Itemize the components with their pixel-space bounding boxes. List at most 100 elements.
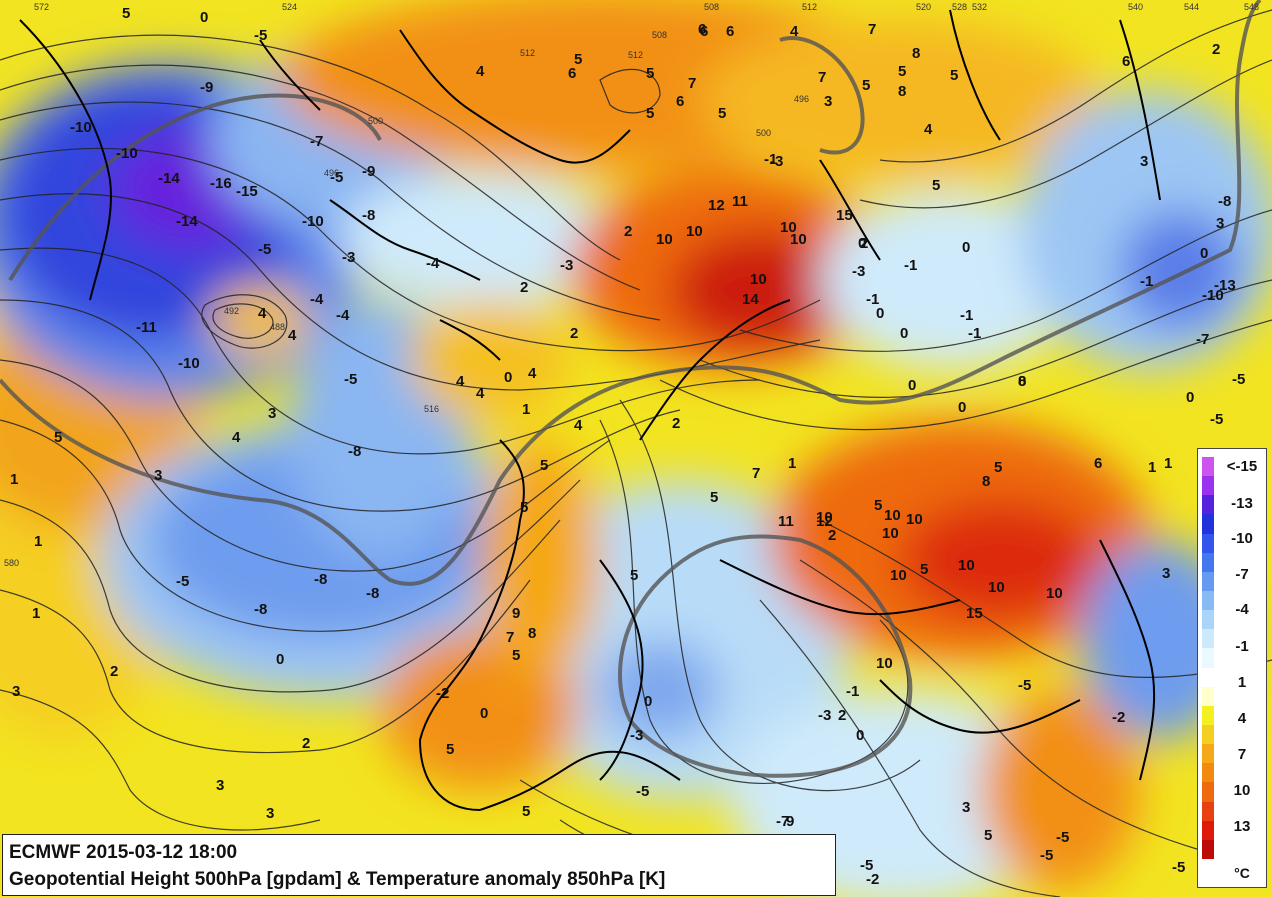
anomaly-labels: 5 0 -5 -9 -10 -14 -16 -15 -14 -10 -5 -11… — [10, 5, 1245, 888]
anomaly-label: -11 — [136, 319, 157, 336]
anomaly-label: 7 — [688, 75, 696, 92]
anomaly-label: 6 — [676, 93, 684, 110]
height-label: 540 — [1128, 2, 1143, 12]
height-label: 520 — [916, 2, 931, 12]
legend-color-swatch — [1202, 629, 1214, 649]
anomaly-label: 6 — [726, 23, 734, 40]
anomaly-label: -14 — [158, 170, 180, 187]
anomaly-label: 5 — [522, 803, 530, 820]
anomaly-label: -10 — [116, 145, 138, 162]
anomaly-label: 6 — [1094, 455, 1102, 472]
anomaly-label: -5 — [330, 169, 343, 186]
anomaly-label: 5 — [932, 177, 940, 194]
color-scale-bar — [1202, 457, 1214, 859]
anomaly-label: -5 — [1018, 677, 1031, 694]
anomaly-label: 10 — [958, 557, 975, 574]
anomaly-label: -1 — [764, 151, 777, 168]
anomaly-label: 5 — [646, 105, 654, 122]
legend-color-swatch — [1202, 820, 1214, 840]
anomaly-label: 10 — [882, 525, 899, 542]
anomaly-label: 15 — [836, 207, 853, 224]
height-label: 512 — [802, 2, 817, 12]
anomaly-label: 2 — [624, 223, 632, 240]
anomaly-label: 5 — [898, 63, 906, 80]
anomaly-label: -5 — [344, 371, 357, 388]
caption-parameters: Geopotential Height 500hPa [gpdam] & Tem… — [9, 869, 666, 890]
coastlines — [19, 9, 1161, 811]
legend-color-swatch — [1202, 495, 1214, 515]
anomaly-label: 5 — [862, 77, 870, 94]
height-label: 496 — [324, 168, 339, 178]
height-label: 488 — [270, 322, 285, 332]
legend-color-swatch — [1202, 514, 1214, 534]
legend-tick: -1 — [1235, 638, 1249, 655]
anomaly-label: 5 — [520, 499, 528, 516]
height-label: 580 — [4, 558, 19, 568]
anomaly-label: 2 — [672, 415, 680, 432]
height-label: 500 — [368, 116, 383, 126]
anomaly-label: 2 — [838, 707, 846, 724]
anomaly-label: 2 — [520, 279, 528, 296]
anomaly-label: -3 — [818, 707, 831, 724]
height-label: 500 — [756, 128, 771, 138]
anomaly-label: 8 — [1018, 373, 1026, 390]
anomaly-label: 0 — [858, 235, 866, 252]
color-scale-legend: <-15 -13 -10 -7 -4 -1 1 4 7 10 13 °C — [1197, 448, 1267, 888]
anomaly-label: 3 — [12, 683, 20, 700]
anomaly-label: -2 — [436, 685, 449, 702]
anomaly-label: 5 — [574, 51, 582, 68]
anomaly-label: -4 — [336, 307, 350, 324]
anomaly-label: 10 — [780, 219, 797, 236]
anomaly-label: 1 — [522, 401, 530, 418]
legend-color-swatch — [1202, 724, 1214, 745]
anomaly-label: 0 — [644, 693, 652, 710]
anomaly-label: 1 — [10, 471, 18, 488]
anomaly-label: 2 — [860, 235, 868, 252]
anomaly-label: 3 — [1162, 565, 1170, 582]
anomaly-label: -7 — [310, 133, 323, 150]
anomaly-label: 12 — [708, 197, 725, 214]
anomaly-label: -16 — [210, 175, 232, 192]
legend-color-swatch — [1202, 476, 1214, 496]
anomaly-label: 3 — [266, 805, 274, 822]
height-label: 516 — [424, 404, 439, 414]
anomaly-label: -3 — [560, 257, 573, 274]
legend-color-swatch — [1202, 782, 1214, 802]
anomaly-label: 1 — [1164, 455, 1172, 472]
height-label: 572 — [34, 2, 49, 12]
anomaly-label: -7 — [776, 813, 789, 830]
legend-tick: -4 — [1235, 601, 1249, 618]
anomaly-label: 9 — [512, 605, 520, 622]
anomaly-label: 0 — [1200, 245, 1208, 262]
anomaly-label: -10 — [1202, 287, 1224, 304]
height-label: 532 — [972, 2, 987, 12]
anomaly-label: 5 — [630, 567, 638, 584]
anomaly-label: 3 — [216, 777, 224, 794]
legend-unit: °C — [1234, 865, 1250, 881]
anomaly-label: 6 — [1122, 53, 1130, 70]
legend-color-swatch — [1202, 763, 1214, 783]
geopotential-contours — [0, 9, 1272, 897]
anomaly-label: -8 — [366, 585, 379, 602]
anomaly-label: 1 — [32, 605, 40, 622]
anomaly-label: 0 — [200, 9, 208, 26]
anomaly-label: 8 — [528, 625, 536, 642]
legend-tick: <-15 — [1226, 458, 1258, 475]
height-label: 508 — [704, 2, 719, 12]
anomaly-label: -10 — [70, 119, 92, 136]
anomaly-label: 3 — [268, 405, 276, 422]
anomaly-label: -10 — [178, 355, 200, 372]
anomaly-label: 10 — [750, 271, 767, 288]
anomaly-label: 0 — [856, 727, 864, 744]
anomaly-label: 0 — [876, 305, 884, 322]
anomaly-label: 0 — [276, 651, 284, 668]
legend-tick: 4 — [1237, 710, 1247, 727]
anomaly-label: -7 — [1196, 331, 1209, 348]
height-label: 512 — [628, 50, 643, 60]
anomaly-label: -2 — [866, 871, 879, 888]
anomaly-label: 4 — [258, 305, 267, 322]
legend-color-swatch — [1202, 686, 1214, 706]
anomaly-label: -1 — [1140, 273, 1153, 290]
legend-color-swatch — [1202, 648, 1214, 668]
